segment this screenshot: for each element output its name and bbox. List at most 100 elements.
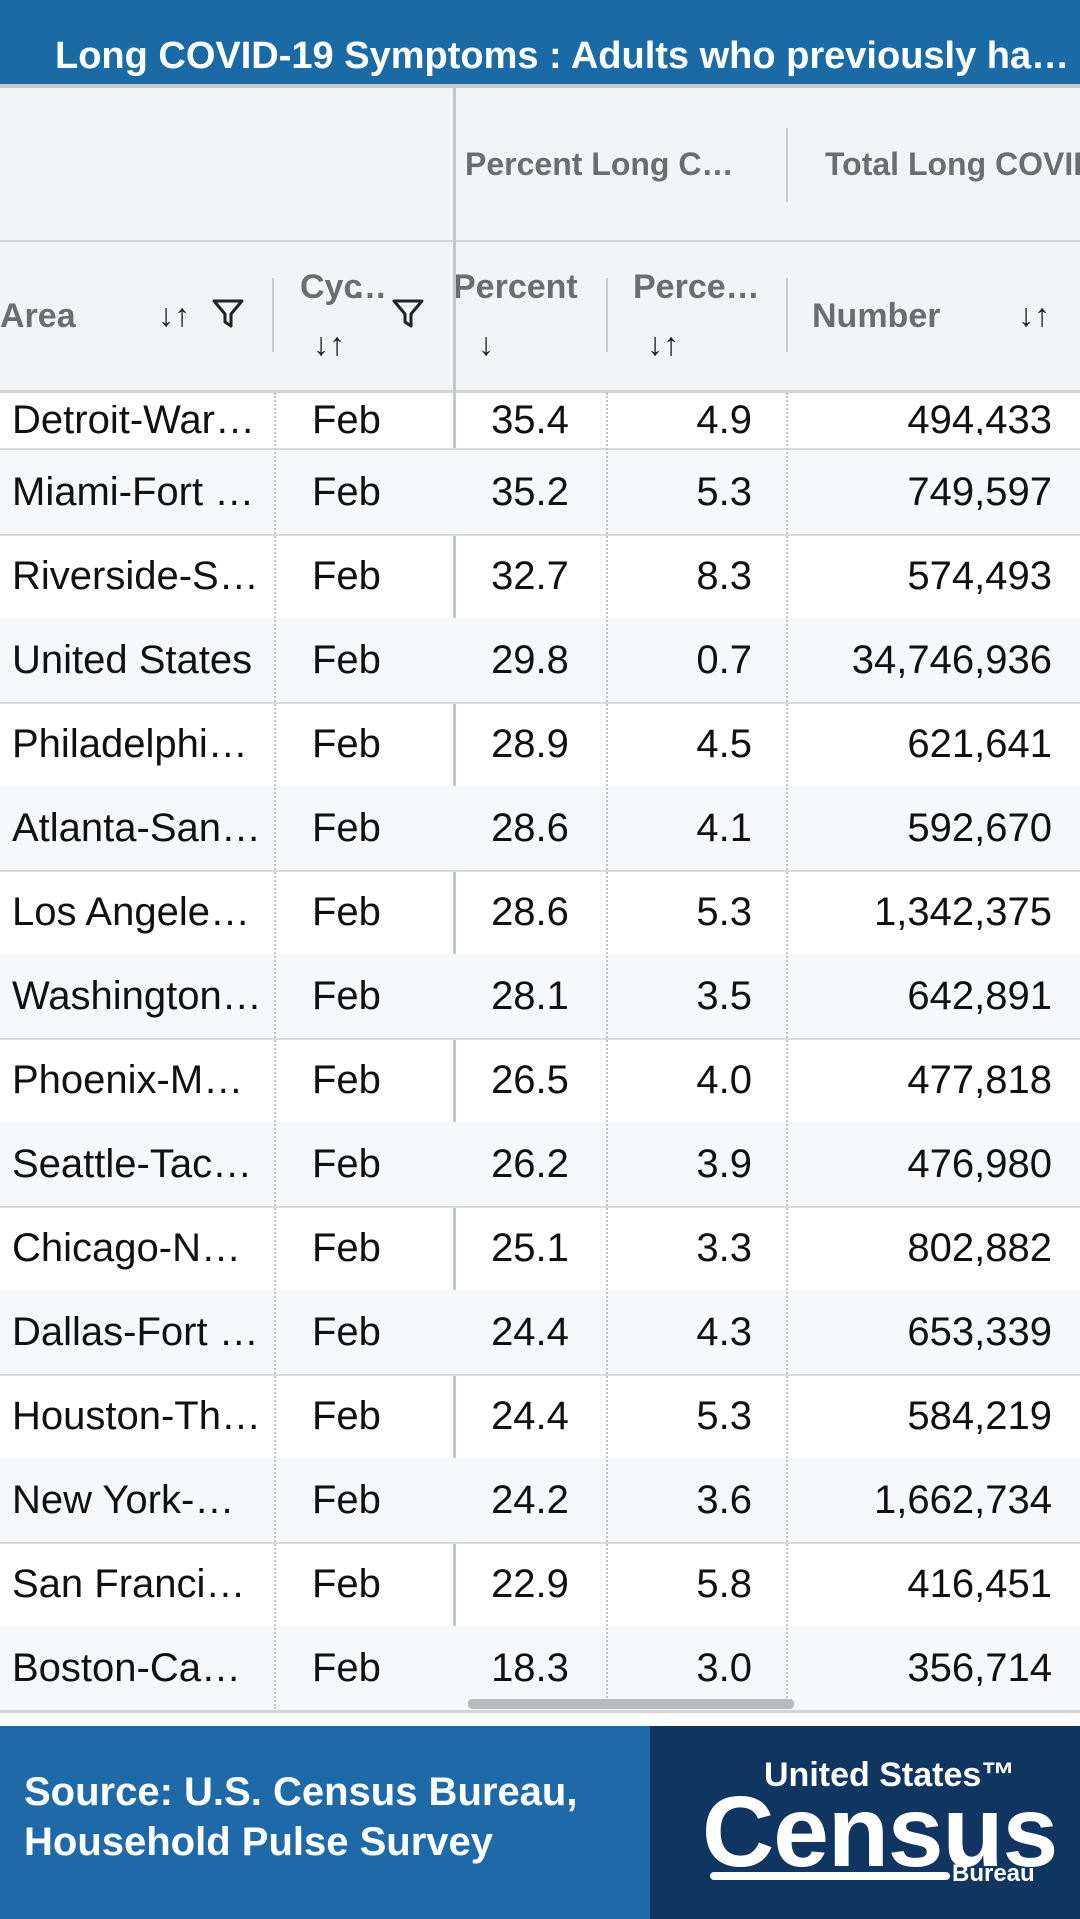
group-header-percent[interactable]: Percent Long COVID bbox=[465, 146, 745, 182]
cell-moe: 3.0 bbox=[696, 1646, 752, 1690]
cell-percent: 24.2 bbox=[491, 1478, 569, 1522]
cell-area: San Francisco-Oakland bbox=[12, 1562, 262, 1606]
cell-percent: 26.5 bbox=[491, 1058, 569, 1102]
cell-percent: 22.9 bbox=[491, 1562, 569, 1606]
cell-moe: 4.0 bbox=[696, 1058, 752, 1102]
filter-icon[interactable] bbox=[211, 297, 245, 339]
table-row[interactable]: New York-Newark Feb 24.2 3.6 1,662,734 bbox=[0, 1458, 1080, 1544]
cell-number: 749,597 bbox=[907, 470, 1052, 514]
table-bottom-border bbox=[0, 1710, 1080, 1713]
cell-percent: 28.6 bbox=[491, 806, 569, 850]
column-header-area[interactable]: Area bbox=[0, 297, 76, 335]
column-header-percent[interactable]: Percent bbox=[453, 268, 578, 306]
cell-moe: 5.8 bbox=[696, 1562, 752, 1606]
table-row[interactable]: Los Angeles-Long Beach Feb 28.6 5.3 1,34… bbox=[0, 870, 1080, 956]
cell-moe: 5.3 bbox=[696, 470, 752, 514]
cell-number: 356,714 bbox=[907, 1646, 1052, 1690]
cell-number: 476,980 bbox=[907, 1142, 1052, 1186]
source-line-1: Source: U.S. Census Bureau, bbox=[24, 1770, 578, 1814]
table-row[interactable]: Seattle-Tacoma Feb 26.2 3.9 476,980 bbox=[0, 1122, 1080, 1208]
horizontal-scrollbar[interactable] bbox=[468, 1699, 794, 1709]
cell-percent: 28.6 bbox=[491, 890, 569, 934]
filter-icon[interactable] bbox=[391, 297, 425, 339]
cell-number: 584,219 bbox=[907, 1394, 1052, 1438]
title-bar bbox=[0, 0, 1080, 84]
cell-area: Los Angeles-Long Beach bbox=[12, 890, 262, 934]
cell-cycle: Feb bbox=[312, 1562, 381, 1606]
cell-number: 802,882 bbox=[907, 1226, 1052, 1270]
cell-percent: 28.9 bbox=[491, 722, 569, 766]
cell-number: 1,662,734 bbox=[874, 1478, 1052, 1522]
column-header-percent-moe[interactable]: Percent MOE bbox=[633, 268, 763, 306]
column-separator bbox=[606, 393, 608, 1709]
source-line-2: Household Pulse Survey bbox=[24, 1820, 494, 1864]
cell-cycle: Feb bbox=[312, 470, 381, 514]
cell-moe: 8.3 bbox=[696, 554, 752, 598]
cell-area: Detroit-Warren-Dearborn bbox=[12, 405, 262, 435]
table-row[interactable]: Philadelphia-Camden Feb 28.9 4.5 621,641 bbox=[0, 702, 1080, 788]
group-header-row bbox=[0, 88, 1080, 240]
cell-cycle: Feb bbox=[312, 1478, 381, 1522]
header-divider bbox=[606, 278, 608, 352]
sort-icon[interactable]: ↓↑ bbox=[313, 326, 345, 362]
page-title: Long COVID-19 Symptoms : Adults who prev… bbox=[55, 35, 1075, 77]
cell-moe: 5.3 bbox=[696, 1394, 752, 1438]
table-row[interactable]: United States Feb 29.8 0.7 34,746,936 bbox=[0, 618, 1080, 704]
column-separator bbox=[274, 393, 276, 1709]
table-row[interactable]: Miami-Fort Lauderdale Feb 35.2 5.3 749,5… bbox=[0, 450, 1080, 536]
table-row[interactable]: Riverside-San Bernardino Feb 32.7 8.3 57… bbox=[0, 534, 1080, 620]
table-row[interactable]: Atlanta-Sandy Springs Feb 28.6 4.1 592,6… bbox=[0, 786, 1080, 872]
sort-desc-icon[interactable]: ↓ bbox=[478, 326, 494, 362]
cell-moe: 0.7 bbox=[696, 638, 752, 682]
cell-percent: 29.8 bbox=[491, 638, 569, 682]
column-separator bbox=[786, 393, 788, 1709]
cell-cycle: Feb bbox=[312, 1226, 381, 1270]
table-row[interactable]: Dallas-Fort Worth Feb 24.4 4.3 653,339 bbox=[0, 1290, 1080, 1376]
group-divider bbox=[786, 128, 788, 202]
sort-icon[interactable]: ↓↑ bbox=[1018, 297, 1050, 333]
cell-percent: 25.1 bbox=[491, 1226, 569, 1270]
cell-moe: 3.5 bbox=[696, 974, 752, 1018]
cell-moe: 3.3 bbox=[696, 1226, 752, 1270]
table-row[interactable]: San Francisco-Oakland Feb 22.9 5.8 416,4… bbox=[0, 1542, 1080, 1628]
cell-number: 1,342,375 bbox=[874, 890, 1052, 934]
table-row[interactable]: Chicago-Naperville Feb 25.1 3.3 802,882 bbox=[0, 1206, 1080, 1292]
header-bottom-border bbox=[0, 390, 1080, 393]
cell-moe: 4.5 bbox=[696, 722, 752, 766]
cell-number: 34,746,936 bbox=[851, 638, 1052, 682]
cell-moe: 3.6 bbox=[696, 1478, 752, 1522]
cell-cycle: Feb bbox=[312, 1310, 381, 1354]
cell-area: Phoenix-Mesa bbox=[12, 1058, 262, 1102]
column-header-cycle[interactable]: Cycle bbox=[300, 268, 362, 306]
cell-cycle: Feb bbox=[312, 554, 381, 598]
cell-cycle: Feb bbox=[312, 806, 381, 850]
header-divider bbox=[272, 278, 274, 352]
cell-cycle: Feb bbox=[312, 1142, 381, 1186]
cell-cycle: Feb bbox=[312, 974, 381, 1018]
cell-number: 494,433 bbox=[907, 405, 1052, 435]
cell-percent: 32.7 bbox=[491, 554, 569, 598]
cell-cycle: Feb bbox=[312, 1058, 381, 1102]
table-row[interactable]: Houston-The Woodlands Feb 24.4 5.3 584,2… bbox=[0, 1374, 1080, 1460]
cell-area: Boston-Cambridge bbox=[12, 1646, 262, 1690]
table-row[interactable]: Washington-Arlington Feb 28.1 3.5 642,89… bbox=[0, 954, 1080, 1040]
table-row[interactable]: Phoenix-Mesa Feb 26.5 4.0 477,818 bbox=[0, 1038, 1080, 1124]
cell-percent: 35.2 bbox=[491, 470, 569, 514]
column-header-number[interactable]: Number bbox=[812, 297, 941, 335]
cell-moe: 5.3 bbox=[696, 890, 752, 934]
header-top-border bbox=[0, 84, 1080, 88]
cell-cycle: Feb bbox=[312, 405, 381, 435]
cell-area: Dallas-Fort Worth bbox=[12, 1310, 262, 1354]
sort-icon[interactable]: ↓↑ bbox=[647, 326, 679, 362]
cell-percent: 35.4 bbox=[491, 405, 569, 435]
table-row[interactable]: Detroit-Warren-Dearborn Feb 35.4 4.9 494… bbox=[0, 393, 1080, 450]
cell-area: United States bbox=[12, 638, 253, 682]
cell-percent: 18.3 bbox=[491, 1646, 569, 1690]
sort-icon[interactable]: ↓↑ bbox=[158, 297, 190, 333]
cell-cycle: Feb bbox=[312, 1646, 381, 1690]
cell-number: 574,493 bbox=[907, 554, 1052, 598]
group-header-total[interactable]: Total Long COVID bbox=[825, 146, 1080, 182]
cell-cycle: Feb bbox=[312, 890, 381, 934]
logo-underline bbox=[710, 1872, 950, 1880]
cell-number: 621,641 bbox=[907, 722, 1052, 766]
